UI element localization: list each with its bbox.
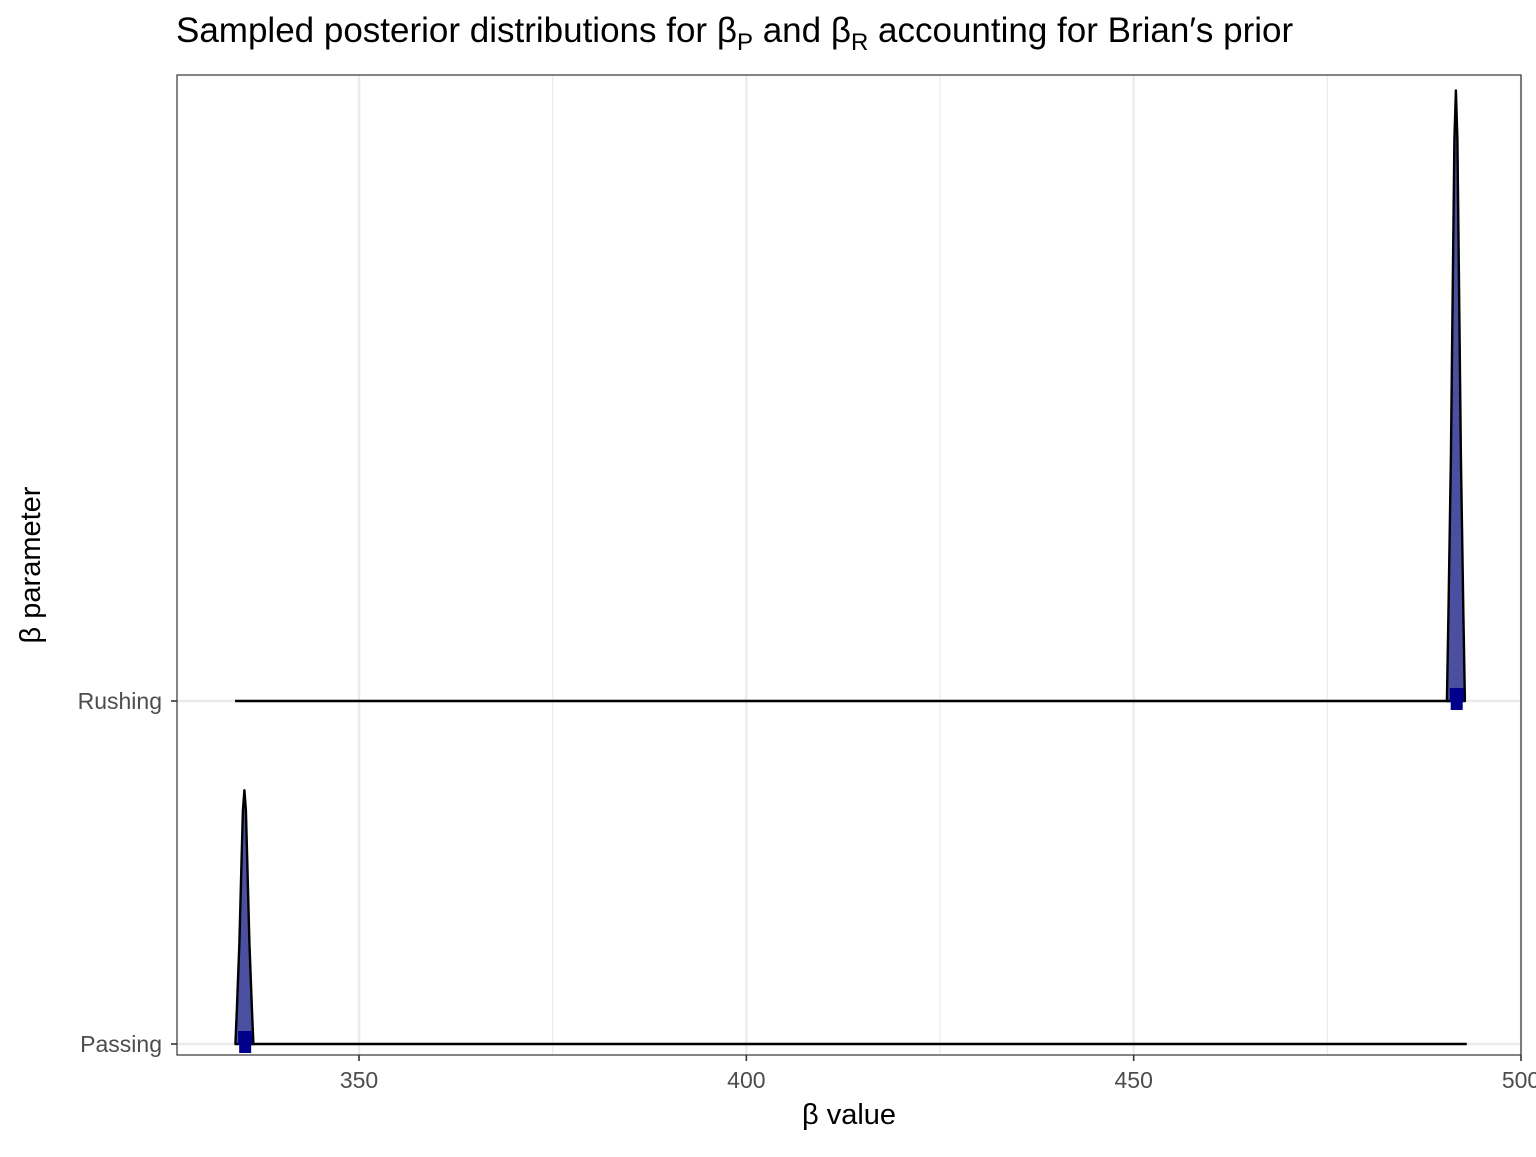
passing-density [234, 789, 255, 1046]
series-layer [234, 89, 1467, 1053]
y-tick-label-passing: Passing [80, 1031, 162, 1057]
x-axis-title: β value [802, 1099, 896, 1131]
x-tick-label: 500 [1502, 1067, 1536, 1093]
chart-title: Sampled posterior distributions for βP a… [176, 11, 1293, 56]
title-beta-r: β [831, 11, 851, 50]
rushing-density [1445, 89, 1467, 703]
axis-layer: 350 400 450 500 Passing Rushing [78, 688, 1536, 1093]
title-subscript-p: P [737, 29, 753, 56]
x-tick-label: 350 [340, 1067, 378, 1093]
title-subscript-r: R [851, 29, 868, 56]
y-tick-label-rushing: Rushing [78, 688, 162, 714]
x-tick-label: 450 [1114, 1067, 1152, 1093]
passing-point-estimate-lower [239, 1041, 252, 1053]
title-part-1: Sampled posterior distributions for [176, 11, 717, 50]
title-part-2: and [753, 11, 831, 50]
rushing-point-estimate-lower [1450, 698, 1463, 710]
panel-border [176, 74, 1522, 1056]
x-tick-label: 400 [727, 1067, 765, 1093]
title-beta-p: β [717, 11, 737, 50]
y-axis-title: β parameter [15, 486, 47, 643]
title-part-3: accounting for Brian′s prior [868, 11, 1293, 50]
